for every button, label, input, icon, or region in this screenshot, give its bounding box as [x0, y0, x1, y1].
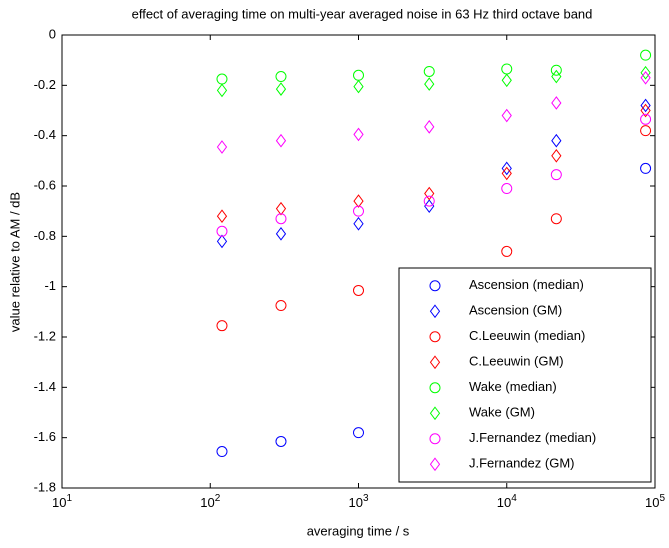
legend-marker: [429, 406, 441, 421]
legend-marker: [429, 331, 441, 343]
diamond-marker: [501, 166, 512, 181]
diamond-marker: [640, 103, 651, 118]
y-tick-label: -0.4: [34, 127, 56, 142]
x-tick-label: 104: [497, 493, 517, 511]
diamond-marker: [424, 120, 435, 134]
diamond-marker: [275, 82, 287, 96]
diamond-marker: [501, 161, 512, 176]
circle-marker: [550, 213, 562, 225]
circle-marker: [275, 435, 287, 447]
circle-marker: [640, 162, 652, 174]
circle-marker: [216, 320, 228, 332]
legend-label: C.Leeuwin (GM): [469, 354, 564, 369]
legend-marker: [429, 304, 441, 319]
diamond-marker: [275, 201, 287, 216]
y-tick-label: -0.6: [34, 177, 56, 192]
y-tick-label: -1.2: [34, 328, 56, 343]
y-tick-label: 0: [49, 26, 56, 41]
y-tick-label: -1: [44, 278, 56, 293]
legend-marker: [429, 382, 441, 394]
diamond-marker: [424, 77, 435, 91]
diamond-marker: [353, 79, 364, 94]
legend-label: J.Fernandez (GM): [469, 456, 574, 471]
circle-marker: [353, 284, 364, 296]
circle-marker: [216, 225, 228, 237]
circle-marker: [501, 245, 513, 257]
circle-marker: [423, 195, 435, 207]
y-tick-label: -1.4: [34, 379, 56, 394]
legend-marker: [429, 355, 441, 370]
circle-marker: [216, 73, 228, 85]
chart-title: effect of averaging time on multi-year a…: [132, 6, 593, 21]
legend-label: J.Fernandez (median): [469, 430, 596, 445]
y-tick-label: -0.2: [34, 77, 56, 92]
diamond-marker: [551, 133, 562, 148]
diamond-marker: [424, 186, 435, 201]
diamond-marker: [501, 108, 512, 123]
legend-marker: [429, 280, 441, 292]
diamond-marker: [275, 133, 287, 148]
diamond-marker: [501, 73, 512, 88]
circle-marker: [640, 49, 652, 61]
diamond-marker: [275, 226, 287, 241]
legend-marker: [429, 433, 441, 445]
diamond-marker: [216, 234, 228, 249]
diamond-marker: [640, 65, 651, 80]
legend-label: Wake (median): [469, 379, 557, 394]
y-tick-label: -1.8: [34, 479, 56, 494]
y-tick-label: -1.6: [34, 429, 56, 444]
diamond-marker: [216, 140, 228, 154]
diamond-marker: [353, 194, 364, 208]
circle-marker: [423, 65, 435, 77]
diamond-marker: [216, 209, 228, 224]
diamond-marker: [353, 216, 364, 231]
diamond-marker: [551, 96, 562, 110]
diamond-marker: [216, 83, 228, 98]
circle-marker: [353, 69, 364, 81]
circle-marker: [640, 113, 652, 125]
diamond-marker: [551, 69, 562, 84]
diamond-marker: [640, 98, 651, 113]
circle-marker: [550, 169, 562, 181]
x-tick-label: 105: [645, 493, 665, 511]
diamond-marker: [551, 148, 562, 163]
circle-marker: [353, 427, 364, 439]
circle-marker: [216, 446, 228, 458]
legend-marker: [429, 457, 441, 472]
y-axis-label: value relative to AM / dB: [7, 192, 22, 332]
circle-marker: [640, 125, 652, 137]
circle-marker: [550, 64, 562, 76]
legend-box: [398, 267, 652, 483]
circle-marker: [353, 205, 364, 217]
legend-label: Wake (GM): [469, 405, 535, 420]
circle-marker: [275, 213, 287, 225]
circle-marker: [275, 300, 287, 312]
y-tick-label: -0.8: [34, 228, 56, 243]
legend-label: C.Leeuwin (median): [469, 328, 585, 343]
circle-marker: [501, 183, 513, 195]
legend-label: Ascension (GM): [469, 303, 562, 318]
diamond-marker: [424, 199, 435, 213]
circle-marker: [275, 71, 287, 83]
circle-marker: [501, 63, 513, 75]
x-tick-label: 101: [52, 493, 72, 511]
diamond-marker: [640, 70, 651, 85]
x-tick-label: 102: [200, 493, 220, 511]
legend-label: Ascension (median): [469, 277, 584, 292]
x-tick-label: 103: [348, 493, 368, 511]
x-axis-label: averaging time / s: [307, 523, 410, 538]
diamond-marker: [353, 127, 364, 142]
